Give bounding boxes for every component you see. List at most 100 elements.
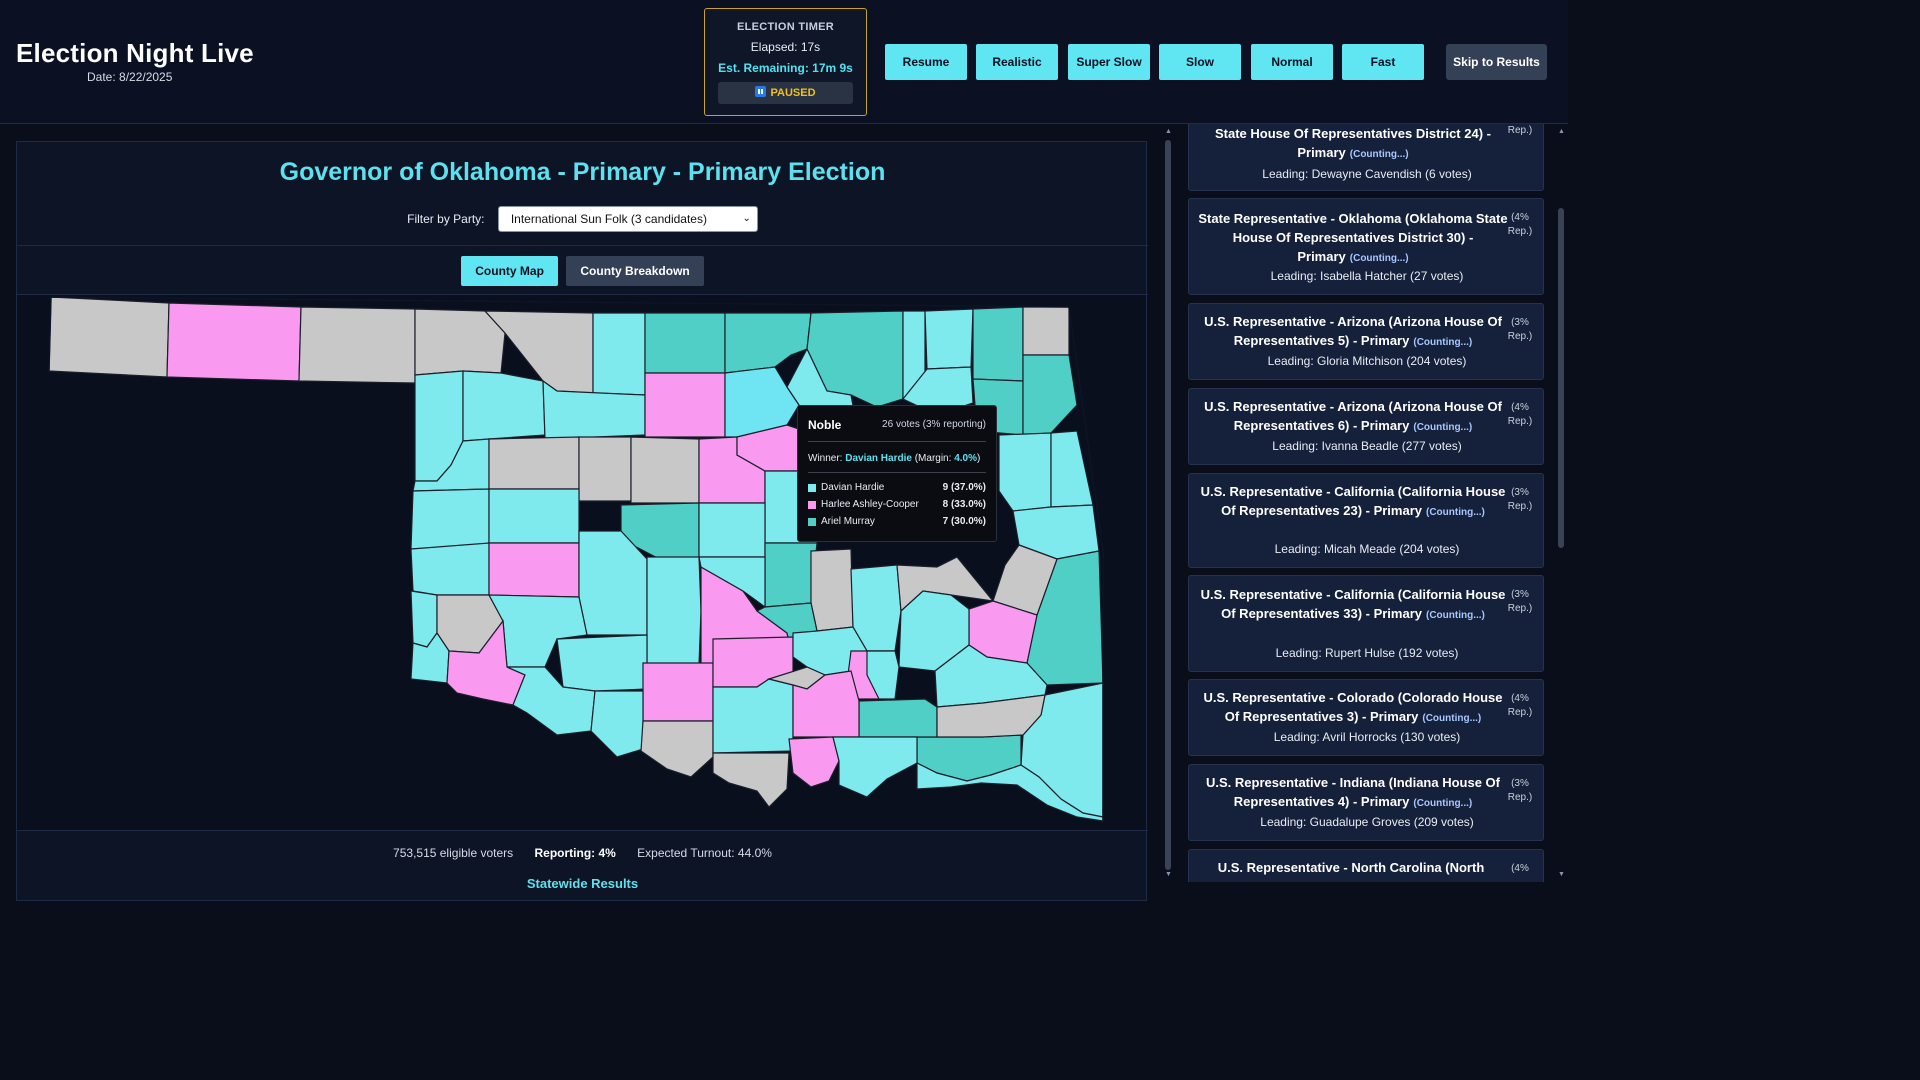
- county-delaware[interactable]: [1022, 354, 1078, 436]
- race-card-leader: Leading: Micah Meade (204 votes): [1274, 542, 1460, 556]
- county-jefferson[interactable]: [640, 720, 714, 778]
- county-marshall[interactable]: [788, 736, 840, 788]
- scroll-down-icon[interactable]: ▼: [1165, 871, 1172, 878]
- county-atoka[interactable]: [858, 698, 938, 738]
- county-tillman[interactable]: [506, 666, 596, 736]
- county-kingfisher[interactable]: [578, 436, 632, 502]
- race-card-reporting: (3% Rep.): [1507, 317, 1533, 342]
- county-cotton[interactable]: [590, 690, 644, 758]
- oklahoma-county-map-svg: [48, 296, 1104, 822]
- chevron-down-icon: ⌄: [742, 213, 751, 224]
- race-card-title: U.S. Representative - Colorado (Colorado…: [1203, 690, 1503, 724]
- normal-speed-button[interactable]: Normal: [1251, 44, 1333, 80]
- race-card[interactable]: U.S. Representative - North Carolina (No…: [1188, 849, 1544, 882]
- county-blaine[interactable]: [488, 436, 580, 490]
- county-oklahoma[interactable]: [698, 502, 766, 558]
- election-timer: ELECTION TIMER Elapsed: 17s Est. Remaini…: [704, 8, 867, 116]
- race-card[interactable]: State Representative - Oklahoma (Oklahom…: [1188, 198, 1544, 295]
- county-love[interactable]: [712, 752, 790, 808]
- scroll-up-icon[interactable]: ▲: [1165, 128, 1172, 135]
- race-card[interactable]: U.S. Representative - California (Califo…: [1188, 575, 1544, 672]
- county-caddo[interactable]: [488, 542, 580, 598]
- county-mcclain[interactable]: [646, 556, 702, 666]
- county-bryan[interactable]: [832, 736, 918, 798]
- divider: [808, 472, 986, 473]
- fast-speed-button[interactable]: Fast: [1342, 44, 1424, 80]
- race-card-title: State House Of Representatives District …: [1215, 126, 1491, 160]
- super-slow-speed-button[interactable]: Super Slow: [1068, 44, 1150, 80]
- race-card-title: U.S. Representative - Arizona (Arizona H…: [1204, 314, 1502, 348]
- race-card[interactable]: U.S. Representative - Indiana (Indiana H…: [1188, 764, 1544, 841]
- realistic-speed-button[interactable]: Realistic: [976, 44, 1058, 80]
- county-caddo-north[interactable]: [488, 488, 580, 544]
- resume-button[interactable]: Resume: [885, 44, 967, 80]
- main-scrollbar[interactable]: ▲ ▼: [1163, 128, 1173, 882]
- county-ottawa[interactable]: [1022, 306, 1070, 356]
- county-grant[interactable]: [644, 312, 726, 374]
- race-card-leader: Leading: Ivanna Beadle (277 votes): [1272, 439, 1462, 453]
- divider: [17, 294, 1148, 295]
- county-garfield[interactable]: [644, 372, 726, 438]
- candidate-name: Harlee Ashley-Cooper: [821, 499, 919, 510]
- slow-speed-button[interactable]: Slow: [1159, 44, 1241, 80]
- race-card-title: U.S. Representative - Indiana (Indiana H…: [1205, 775, 1500, 809]
- timer-remaining: Est. Remaining: 17m 9s: [718, 61, 853, 75]
- county-stephens[interactable]: [642, 662, 714, 722]
- county-craig[interactable]: [972, 306, 1024, 382]
- county-mayes[interactable]: [1050, 430, 1094, 508]
- county-logan[interactable]: [630, 436, 700, 504]
- county-woodward[interactable]: [462, 370, 546, 442]
- county-muskogee[interactable]: [810, 548, 854, 632]
- divider: [808, 441, 986, 442]
- scrollbar-thumb[interactable]: [1165, 140, 1171, 870]
- tooltip-margin-label: (Margin:: [914, 453, 952, 464]
- brand: Election Night Live Date: 8/22/2025: [16, 38, 254, 84]
- scrollbar-thumb[interactable]: [1558, 208, 1564, 548]
- county-carter[interactable]: [712, 678, 794, 754]
- party-filter-select[interactable]: International Sun Folk (3 candidates) ⌄: [497, 206, 758, 232]
- race-card-title: U.S. Representative - Arizona (Arizona H…: [1204, 399, 1502, 433]
- candidate-color-swatch: [808, 518, 816, 526]
- tab-county-map[interactable]: County Map: [461, 256, 558, 286]
- county-wagoner[interactable]: [998, 432, 1052, 512]
- race-panel: Governor of Oklahoma - Primary - Primary…: [16, 141, 1148, 901]
- race-card[interactable]: U.S. Representative - Arizona (Arizona H…: [1188, 303, 1544, 380]
- race-card[interactable]: U.S. Representative - Arizona (Arizona H…: [1188, 388, 1544, 465]
- county-beaver[interactable]: [298, 306, 416, 384]
- skip-to-results-button[interactable]: Skip to Results: [1446, 44, 1547, 80]
- tooltip-winner-label: Winner:: [808, 453, 843, 464]
- race-card[interactable]: State House Of Representatives District …: [1188, 124, 1544, 191]
- county-johnston[interactable]: [792, 670, 860, 738]
- tooltip-candidate-row: Ariel Murray 7 (30.0%): [808, 515, 986, 532]
- race-title: Governor of Oklahoma - Primary - Primary…: [279, 158, 886, 186]
- county-map: Noble 26 votes (3% reporting) Winner: Da…: [17, 295, 1146, 830]
- timer-title: ELECTION TIMER: [736, 21, 835, 33]
- county-comanche[interactable]: [556, 634, 648, 692]
- race-card-reporting: (3% Rep.): [1507, 589, 1533, 614]
- sidebar-scrollbar[interactable]: ▲ ▼: [1556, 128, 1568, 882]
- view-tabs: County Map County Breakdown: [17, 256, 1148, 286]
- county-kay[interactable]: [724, 312, 812, 374]
- tooltip-margin-close: ): [976, 453, 981, 464]
- race-card[interactable]: U.S. Representative - California (Califo…: [1188, 473, 1544, 568]
- county-alfalfa[interactable]: [592, 312, 646, 396]
- county-cimarron[interactable]: [48, 296, 170, 378]
- county-custer[interactable]: [410, 488, 490, 550]
- county-coal[interactable]: [936, 694, 1046, 738]
- county-texas[interactable]: [166, 302, 302, 382]
- scroll-down-icon[interactable]: ▼: [1558, 871, 1565, 878]
- county-pottawatomie[interactable]: [698, 556, 766, 609]
- party-filter-row: Filter by Party: International Sun Folk …: [17, 206, 1148, 232]
- timer-status-label: PAUSED: [770, 87, 816, 99]
- county-nowata[interactable]: [924, 308, 974, 370]
- county-pawnee-south[interactable]: [866, 650, 900, 700]
- scroll-up-icon[interactable]: ▲: [1558, 128, 1565, 135]
- eligible-voters: 753,515 eligible voters: [393, 846, 514, 860]
- county-okmulgee[interactable]: [764, 542, 818, 608]
- county-washita[interactable]: [410, 542, 490, 596]
- tooltip-candidate-list: Davian Hardie 9 (37.0%) Harlee Ashley-Co…: [808, 481, 986, 532]
- race-card-reporting: (3% Rep.): [1507, 778, 1533, 803]
- race-card[interactable]: U.S. Representative - Colorado (Colorado…: [1188, 679, 1544, 756]
- tab-county-breakdown[interactable]: County Breakdown: [566, 256, 704, 286]
- county-latimer[interactable]: [898, 590, 970, 672]
